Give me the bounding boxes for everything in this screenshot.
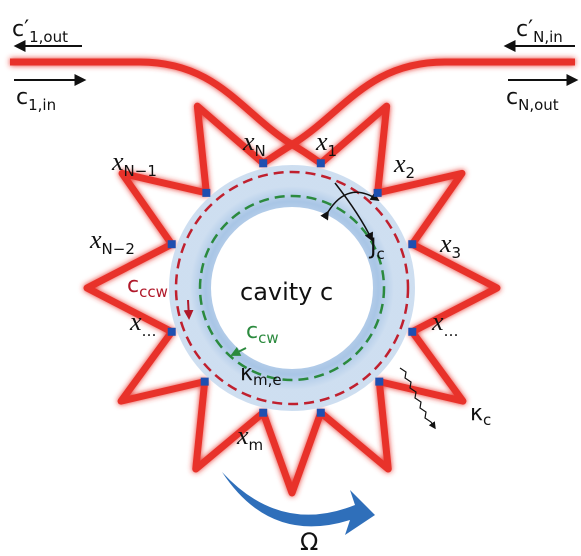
node-main: x: [129, 307, 142, 336]
ccw-label: cccw: [127, 273, 168, 301]
waveguide-path: [10, 58, 575, 497]
node-sub: …: [142, 322, 157, 340]
node-dot: [200, 377, 209, 386]
node-main: x: [111, 147, 124, 176]
cavity-ring: [169, 165, 415, 411]
node-label: x…: [129, 307, 157, 340]
node-label: xm: [236, 421, 263, 454]
node-main: x: [315, 127, 328, 156]
cavity-label: cavity c: [240, 278, 333, 306]
node-main: x: [236, 421, 249, 450]
node-dot: [167, 240, 176, 249]
ccw-arrow: [183, 299, 194, 320]
rotation-label: Ω: [300, 528, 318, 556]
node-main: x: [89, 225, 102, 254]
coupling-arrow: [320, 191, 380, 221]
node-main: x: [242, 127, 255, 156]
node-sub: 1: [328, 142, 338, 160]
node-main: x: [439, 229, 452, 258]
coupling-label: Jc: [368, 235, 385, 263]
cw-mode: [198, 194, 386, 382]
port-label: c′N,in: [516, 17, 563, 46]
node-label: x3: [439, 229, 461, 262]
rotation-arrow: [222, 472, 375, 535]
node-sub: …: [444, 322, 459, 340]
node-dot: [408, 240, 417, 249]
node-label: x1: [315, 127, 337, 160]
node-label: xN: [242, 127, 266, 160]
port-label: c1,in: [16, 85, 56, 114]
node-dot: [373, 188, 382, 197]
node-label: x…: [431, 307, 459, 340]
node-main: x: [393, 149, 406, 178]
node-main: x: [431, 307, 444, 336]
node-sub: N−2: [102, 240, 135, 258]
cw-arrow: [230, 346, 247, 356]
port-label: c′1,out: [12, 17, 68, 46]
node-label: x2: [393, 149, 415, 182]
node-dot: [316, 159, 325, 168]
node-dot: [259, 408, 268, 417]
node-label: xN−2: [89, 225, 135, 258]
node-dot: [202, 188, 211, 197]
node-dot: [375, 377, 384, 386]
node-dot: [259, 159, 268, 168]
node-dot: [167, 327, 176, 336]
node-sub: 3: [452, 244, 462, 262]
waveguide: [10, 58, 575, 497]
ccw-mode: [174, 170, 410, 406]
node-sub: N: [255, 142, 266, 160]
node-dot: [408, 327, 417, 336]
port-label: cN,out: [506, 85, 559, 114]
node-sub: m: [249, 436, 264, 454]
coupling-label: κm,e: [240, 361, 282, 389]
node-dot: [316, 408, 325, 417]
loss-label: κc: [470, 401, 491, 429]
coupling-arrow: [334, 182, 373, 242]
cw-label: ccw: [246, 319, 279, 347]
node-sub: 2: [406, 164, 416, 182]
node-label: xN−1: [111, 147, 157, 180]
loss-arrow: [399, 367, 436, 430]
node-sub: N−1: [124, 162, 157, 180]
